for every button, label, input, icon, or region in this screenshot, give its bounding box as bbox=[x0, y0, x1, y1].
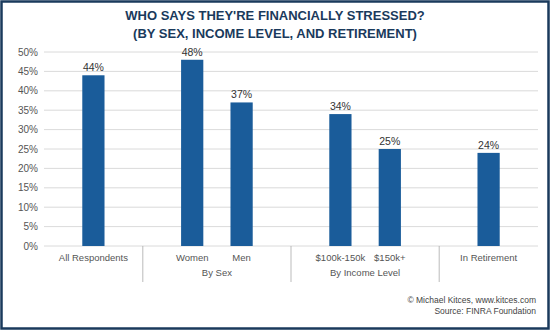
y-tick-label: 35% bbox=[18, 105, 38, 116]
bar bbox=[329, 114, 351, 246]
y-tick-label: 15% bbox=[18, 182, 38, 193]
chart: WHO SAYS THEY'RE FINANCIALLY STRESSED? (B… bbox=[0, 0, 550, 330]
data-label: 25% bbox=[379, 135, 400, 147]
grid-line bbox=[44, 71, 538, 72]
category-label: $100k-150k bbox=[316, 252, 366, 263]
group-label: By Income Level bbox=[330, 267, 400, 278]
border bbox=[2, 2, 549, 329]
grid-line bbox=[44, 207, 538, 208]
bar bbox=[477, 153, 499, 246]
grid-line bbox=[44, 168, 538, 169]
y-tick-label: 40% bbox=[18, 85, 38, 96]
footer: Source: FINRA Foundation bbox=[434, 306, 536, 316]
grid bbox=[44, 52, 538, 246]
data-label: 48% bbox=[182, 46, 203, 58]
title: WHO SAYS THEY'RE FINANCIALLY STRESSED? bbox=[125, 8, 425, 23]
data-label: 34% bbox=[330, 100, 351, 112]
footer: © Michael Kitces, www.kitces.com bbox=[407, 295, 536, 305]
group-divider bbox=[142, 246, 143, 282]
bar bbox=[181, 60, 203, 246]
y-tick-label: 50% bbox=[18, 47, 38, 58]
y-tick-label: 10% bbox=[18, 202, 38, 213]
group-label: By Sex bbox=[202, 267, 232, 278]
category-label: Men bbox=[232, 252, 250, 263]
category-label: All Respondents bbox=[59, 252, 128, 263]
category-label: In Retirement bbox=[460, 252, 517, 263]
grid-line bbox=[44, 149, 538, 150]
data-label: 24% bbox=[478, 139, 499, 151]
y-tick-label: 30% bbox=[18, 124, 38, 135]
grid-line bbox=[44, 90, 538, 91]
data-label: 44% bbox=[83, 61, 104, 73]
y-tick-label: 25% bbox=[18, 144, 38, 155]
y-tick-label: 45% bbox=[18, 66, 38, 77]
grid-line bbox=[44, 187, 538, 188]
y-tick-label: 5% bbox=[24, 221, 39, 232]
grid-line bbox=[44, 52, 538, 53]
y-tick-label: 0% bbox=[24, 241, 39, 252]
grid-line bbox=[44, 129, 538, 130]
bar bbox=[82, 75, 104, 246]
category-label: $150k+ bbox=[374, 252, 406, 263]
bar bbox=[379, 149, 401, 246]
group-divider bbox=[291, 246, 292, 282]
data-label: 37% bbox=[231, 88, 252, 100]
grid-line bbox=[44, 226, 538, 227]
group-divider bbox=[439, 246, 440, 282]
subtitle: (BY SEX, INCOME LEVEL, AND RETIREMENT) bbox=[133, 26, 417, 41]
bar bbox=[230, 102, 252, 246]
y-tick-label: 20% bbox=[18, 163, 38, 174]
grid-line bbox=[44, 110, 538, 111]
category-label: Women bbox=[176, 252, 209, 263]
bars bbox=[82, 60, 499, 246]
